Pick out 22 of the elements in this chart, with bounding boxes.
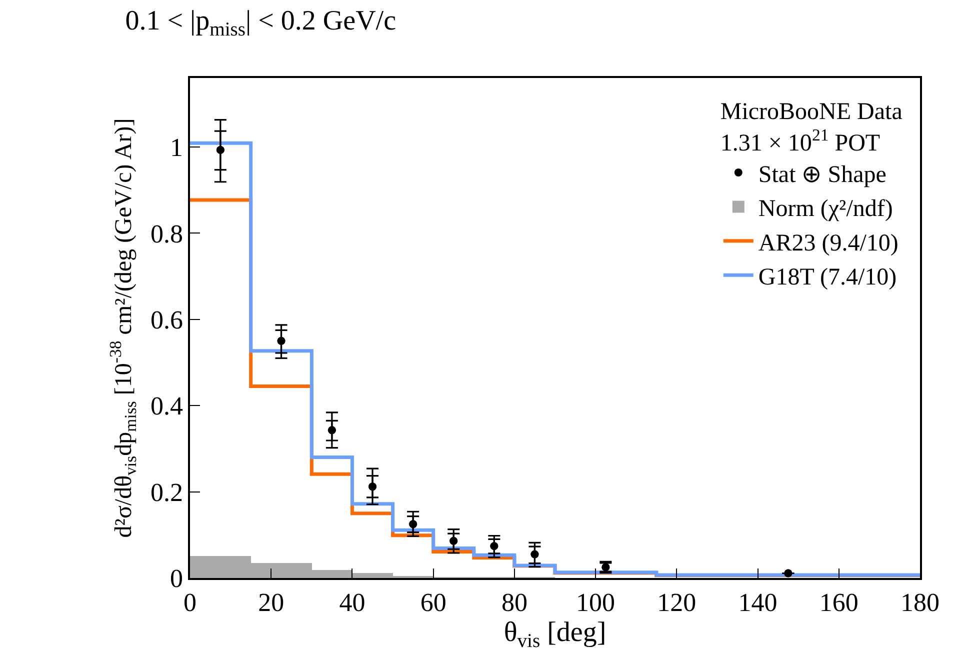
- legend-label: AR23 (9.4/10): [758, 230, 898, 256]
- legend-label: G18T (7.4/10): [758, 264, 897, 290]
- y-tick-label: 0.4: [150, 392, 184, 421]
- x-tick-label: 40: [339, 588, 366, 617]
- y-tick-label: 1: [170, 133, 184, 162]
- y-tick-label: 0.8: [150, 219, 184, 248]
- y-tick-label: 0.6: [150, 305, 184, 334]
- y-tick-label: 0: [170, 564, 184, 594]
- x-tick-label: 160: [819, 588, 858, 617]
- x-tick-label: 100: [576, 588, 616, 617]
- x-tick-label: 80: [501, 588, 528, 617]
- x-tick-label: 20: [258, 588, 284, 617]
- x-tick-label: 180: [900, 588, 940, 617]
- legend-title: MicroBooNE Data 1.31 × 10$^{21}$ POT: [720, 99, 903, 156]
- x-tick-label: 140: [738, 588, 778, 617]
- legend-label: Stat ⊕ Shape: [758, 162, 886, 188]
- x-tick-label: 120: [657, 588, 696, 617]
- legend-label: Norm (χ²/ndf): [758, 196, 893, 222]
- chart-title: 0.1 < |p$_{miss}$| < 0.2 GeV/c: [125, 6, 396, 41]
- y-tick-label: 0.2: [150, 478, 184, 507]
- x-axis-title: θ$_{vis}$ [deg]: [504, 616, 606, 652]
- x-tick-label: 60: [420, 588, 446, 617]
